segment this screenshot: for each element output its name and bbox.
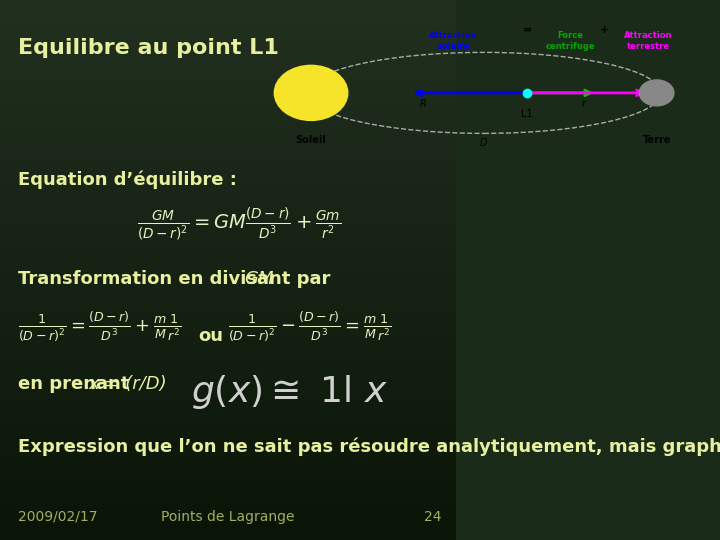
Text: Points de Lagrange: Points de Lagrange	[161, 510, 294, 524]
Text: x = (r/D): x = (r/D)	[89, 375, 168, 393]
Text: Force
centrifuge: Force centrifuge	[546, 31, 595, 51]
Text: 24: 24	[424, 510, 442, 524]
Text: Transformation en divisant par: Transformation en divisant par	[18, 270, 337, 288]
Text: Attraction
solaire: Attraction solaire	[429, 31, 478, 51]
Text: Soleil: Soleil	[296, 135, 326, 145]
Text: $g(x) \cong \ 1\mathrm{l} \ x$: $g(x) \cong \ 1\mathrm{l} \ x$	[192, 373, 388, 410]
Text: R: R	[420, 99, 427, 110]
Text: $\frac{1}{(D-r)^2} = \frac{(D-r)}{D^3} + \frac{m}{M}\frac{1}{r^2}$: $\frac{1}{(D-r)^2} = \frac{(D-r)}{D^3} +…	[18, 310, 181, 343]
Text: $\frac{1}{(D-r)^2} - \frac{(D-r)}{D^3} = \frac{m}{M}\frac{1}{r^2}$: $\frac{1}{(D-r)^2} - \frac{(D-r)}{D^3} =…	[228, 310, 391, 343]
Text: L1: L1	[521, 109, 533, 119]
Text: D: D	[480, 138, 487, 148]
Text: 2009/02/17: 2009/02/17	[18, 510, 98, 524]
Text: en prenant: en prenant	[18, 375, 136, 393]
Text: GM: GM	[244, 270, 273, 288]
Text: ou: ou	[198, 327, 223, 345]
Text: Expression que l’on ne sait pas résoudre analytiquement, mais graphiquement: Expression que l’on ne sait pas résoudre…	[18, 437, 720, 456]
Text: $\frac{GM}{(D-r)^2} = GM\frac{(D-r)}{D^3} + \frac{Gm}{r^2}$: $\frac{GM}{(D-r)^2} = GM\frac{(D-r)}{D^3…	[137, 205, 341, 242]
Text: Attraction
terrestre: Attraction terrestre	[624, 31, 672, 51]
Text: +: +	[600, 25, 609, 35]
Circle shape	[274, 65, 348, 120]
Text: =: =	[523, 25, 531, 35]
Text: Equation d’équilibre :: Equation d’équilibre :	[18, 170, 237, 188]
Text: r: r	[581, 99, 585, 110]
Circle shape	[639, 80, 674, 106]
Text: Terre: Terre	[642, 135, 671, 145]
Text: Equilibre au point L1: Equilibre au point L1	[18, 38, 279, 58]
